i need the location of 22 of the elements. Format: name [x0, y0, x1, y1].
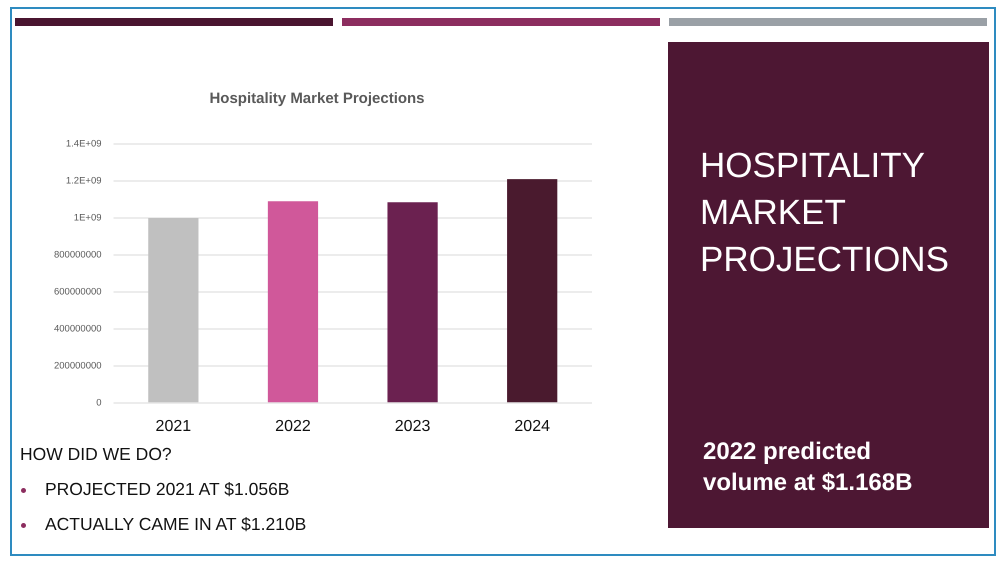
y-tick-label: 800000000 — [54, 250, 102, 261]
bar — [268, 201, 318, 402]
text: ACTUALLY CAME IN AT $1.210B — [45, 514, 306, 535]
text: HOW DID WE DO? — [20, 444, 172, 465]
x-tick-label: 2022 — [275, 418, 311, 435]
x-tick-label: 2024 — [514, 418, 550, 435]
bar — [387, 202, 438, 402]
y-tick-label: 0 — [96, 397, 102, 408]
text: HOSPITALITY MARKET PROJECTIONS — [700, 145, 950, 281]
y-tick-label: 1.4E+09 — [66, 138, 102, 150]
x-tick-label: 2023 — [394, 418, 430, 435]
y-tick-label: 1E+09 — [74, 212, 102, 224]
y-tick-label: 600000000 — [54, 286, 102, 298]
y-tick-label: 1.2E+09 — [66, 176, 102, 187]
y-tick-label: 400000000 — [54, 323, 102, 334]
y-tick-label: 200000000 — [54, 360, 102, 372]
text: 2022 predicted volume at $1.168B — [703, 437, 914, 498]
text: PROJECTED 2021 AT $1.056B — [45, 479, 290, 500]
chart-title: Hospitality Market Projections — [209, 90, 425, 108]
bar — [148, 218, 198, 402]
bar — [507, 179, 558, 402]
x-tick-label: 2021 — [156, 418, 192, 435]
